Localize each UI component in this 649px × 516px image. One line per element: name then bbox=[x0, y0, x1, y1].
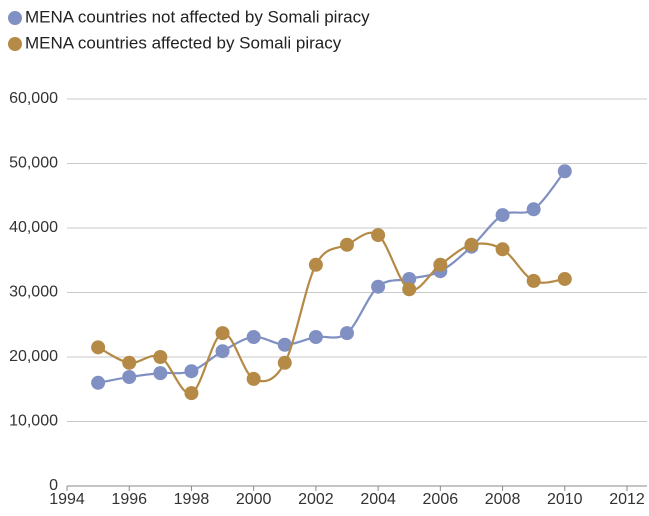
point bbox=[215, 326, 230, 341]
legend-label: MENA countries affected by Somali piracy bbox=[25, 33, 342, 52]
point bbox=[526, 202, 541, 217]
point bbox=[308, 257, 323, 272]
x-tick-label: 2008 bbox=[485, 491, 521, 508]
x-tick-label: 1996 bbox=[111, 491, 147, 508]
point bbox=[557, 164, 572, 179]
y-tick-label: 50,000 bbox=[9, 155, 58, 172]
point bbox=[557, 271, 572, 286]
point bbox=[495, 242, 510, 257]
point bbox=[91, 340, 106, 355]
x-tick-label: 2000 bbox=[236, 491, 272, 508]
legend-label: MENA countries not affected by Somali pi… bbox=[25, 7, 370, 26]
x-tick-label: 2006 bbox=[423, 491, 459, 508]
point bbox=[402, 271, 417, 286]
x-tick-label: 2004 bbox=[360, 491, 396, 508]
point bbox=[184, 386, 199, 401]
point bbox=[371, 279, 386, 294]
point bbox=[464, 237, 479, 252]
point bbox=[308, 330, 323, 345]
point bbox=[184, 364, 199, 379]
point bbox=[122, 355, 137, 370]
y-tick-label: 20,000 bbox=[9, 348, 58, 365]
x-tick-label: 1998 bbox=[174, 491, 210, 508]
point bbox=[340, 326, 354, 341]
point bbox=[433, 257, 448, 272]
point bbox=[153, 350, 168, 364]
point bbox=[526, 273, 541, 288]
point bbox=[215, 344, 230, 359]
point bbox=[246, 330, 261, 345]
point bbox=[277, 337, 292, 352]
legend-marker bbox=[8, 37, 22, 51]
point bbox=[340, 237, 354, 252]
x-tick-label: 1994 bbox=[49, 491, 85, 508]
point bbox=[371, 228, 386, 243]
x-tick-label: 2002 bbox=[298, 491, 334, 508]
y-tick-label: 40,000 bbox=[9, 219, 58, 236]
point bbox=[495, 208, 510, 223]
series-line bbox=[97, 170, 566, 384]
series-line bbox=[97, 231, 565, 395]
y-tick-label: 0 bbox=[49, 477, 58, 494]
y-tick-label: 10,000 bbox=[9, 413, 58, 430]
point bbox=[402, 282, 417, 297]
point bbox=[91, 375, 106, 390]
legend-marker bbox=[8, 11, 22, 25]
point bbox=[122, 369, 137, 384]
point bbox=[246, 371, 261, 386]
point bbox=[277, 355, 292, 370]
y-tick-label: 30,000 bbox=[9, 284, 58, 301]
x-tick-label: 2012 bbox=[609, 491, 645, 508]
y-tick-label: 60,000 bbox=[9, 90, 58, 107]
point bbox=[153, 366, 168, 381]
x-tick-label: 2010 bbox=[547, 491, 583, 508]
